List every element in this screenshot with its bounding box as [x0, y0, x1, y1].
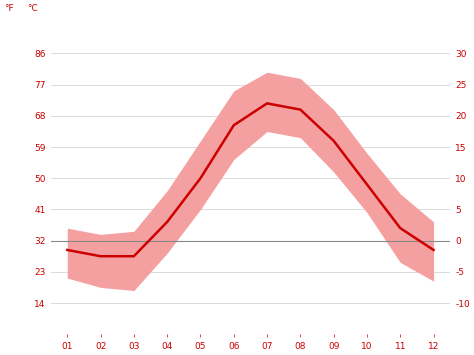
Text: °C: °C [27, 4, 38, 13]
Text: °F: °F [4, 4, 14, 13]
